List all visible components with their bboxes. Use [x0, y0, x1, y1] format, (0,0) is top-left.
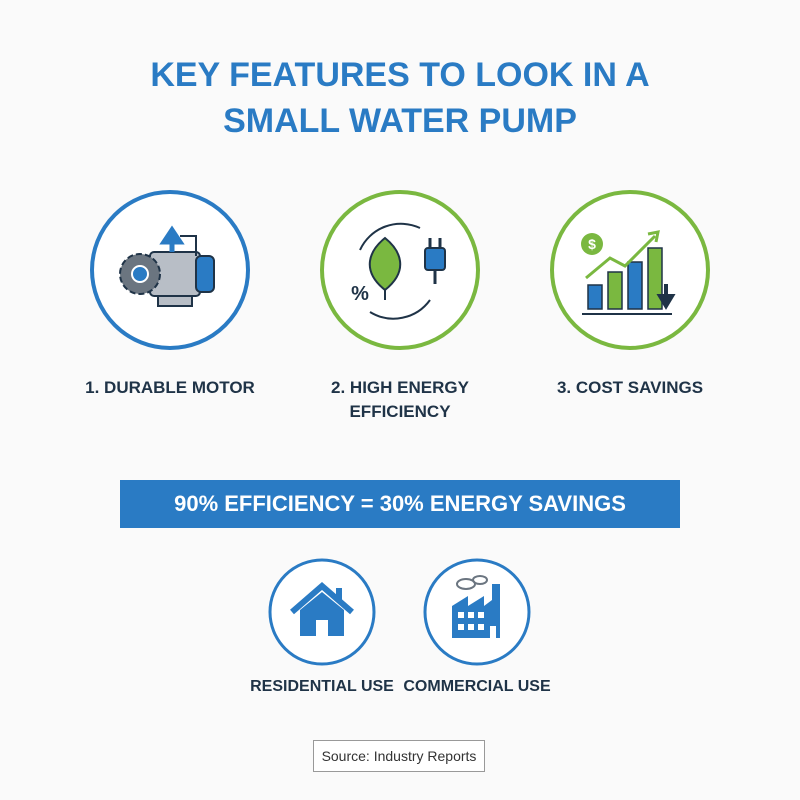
- use-label: COMMERCIAL USE: [403, 678, 551, 695]
- source: Source: Industry Reports: [313, 740, 485, 772]
- feature-label: 1. DURABLE MOTOR: [85, 378, 255, 397]
- icon-text: $: [588, 236, 596, 252]
- efficiency-icon: [359, 222, 446, 320]
- icon-text: %: [351, 283, 369, 305]
- use-label: RESIDENTIAL USE: [250, 678, 394, 695]
- motor-icon: [119, 225, 215, 307]
- banner-text: 90% EFFICIENCY = 30% ENERGY SAVINGS: [174, 491, 626, 516]
- feature-label: 3. COST SAVINGS: [556, 378, 704, 397]
- title: KEY FEATURES TO LOOK IN A SMALL WATER PU…: [150, 56, 650, 140]
- feature-label: 2. HIGH ENERGY EFFICIENCY: [331, 378, 469, 421]
- factory-icon: [452, 575, 500, 638]
- house-icon: [290, 582, 354, 636]
- banner-bg: [120, 480, 680, 528]
- savings-icon: [581, 230, 676, 315]
